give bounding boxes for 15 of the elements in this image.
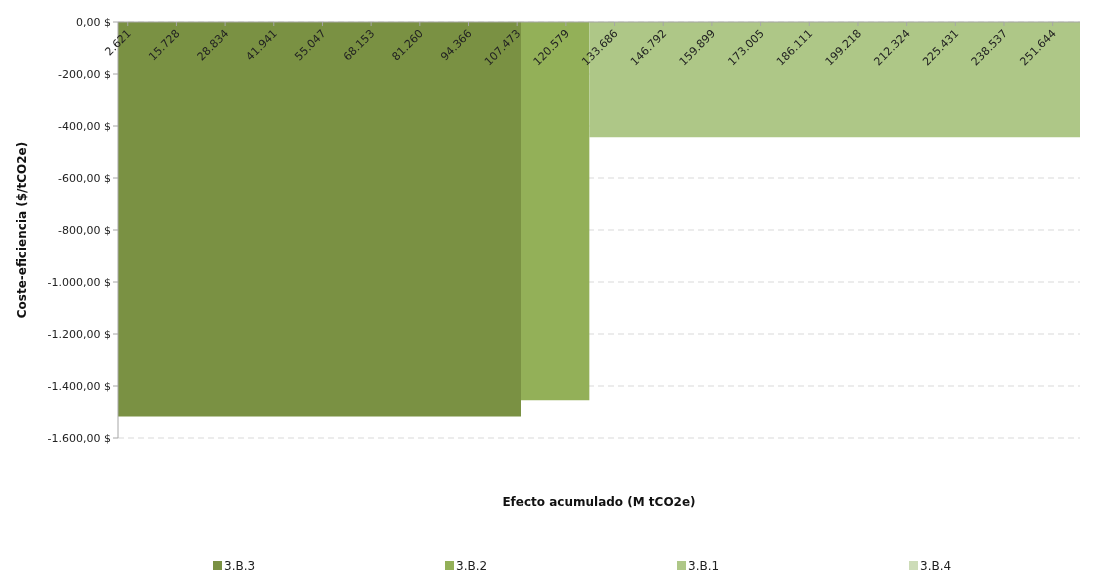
- y-tick-label: -1.600,00 $: [47, 431, 111, 445]
- y-tick-label: -200,00 $: [58, 67, 111, 81]
- legend-label: 3.B.3: [224, 559, 256, 573]
- y-tick-label: -400,00 $: [58, 119, 111, 133]
- legend-label: 3.B.1: [688, 559, 720, 573]
- x-axis-title: Efecto acumulado (M tCO2e): [502, 495, 696, 509]
- y-tick-label: -600,00 $: [58, 171, 111, 185]
- legend-label: 3.B.2: [456, 559, 488, 573]
- y-tick-label: -1.200,00 $: [47, 327, 111, 341]
- y-tick-label: 0,00 $: [76, 15, 111, 29]
- y-tick-label: -800,00 $: [58, 223, 111, 237]
- y-tick-label: -1.400,00 $: [47, 379, 111, 393]
- legend-label: 3.B.4: [920, 559, 952, 573]
- y-tick-label: -1.000,00 $: [47, 275, 111, 289]
- y-axis-title: Coste-eficiencia ($/tCO2e): [15, 141, 29, 319]
